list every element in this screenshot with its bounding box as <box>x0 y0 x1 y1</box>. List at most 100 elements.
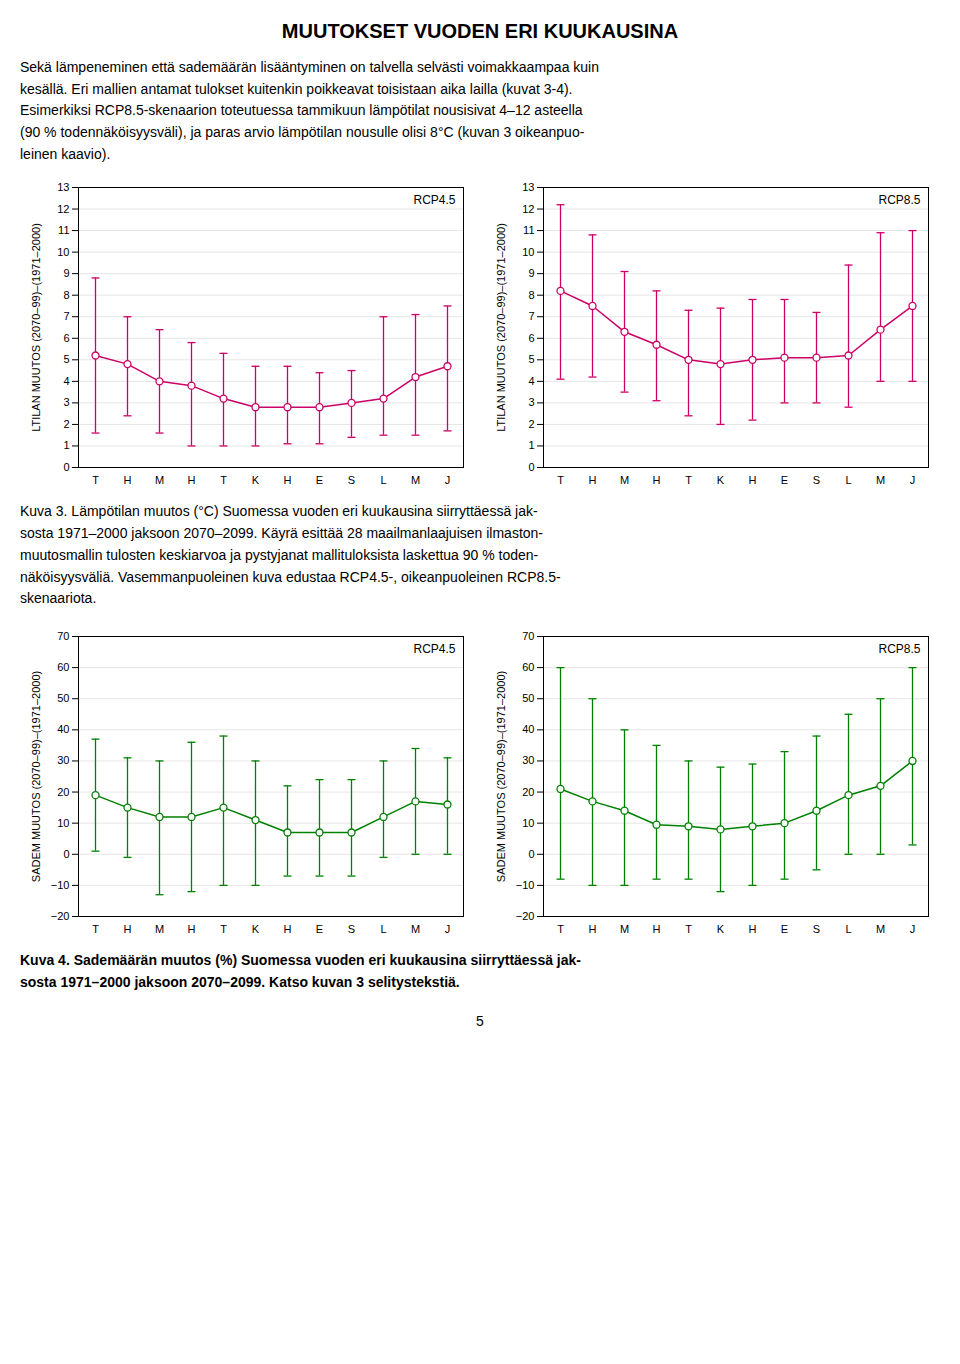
svg-text:K: K <box>717 475 725 487</box>
svg-text:13: 13 <box>57 181 69 193</box>
svg-text:−20: −20 <box>51 910 70 922</box>
svg-text:20: 20 <box>57 785 69 797</box>
svg-text:H: H <box>589 475 597 487</box>
svg-text:L: L <box>845 923 851 935</box>
svg-text:H: H <box>653 475 661 487</box>
svg-text:S: S <box>348 923 355 935</box>
svg-text:5: 5 <box>63 354 69 366</box>
svg-text:M: M <box>411 923 420 935</box>
svg-text:SADEM MUUTOS (2070–99)–(1971–2: SADEM MUUTOS (2070–99)–(1971–2000) <box>30 671 42 882</box>
svg-text:8: 8 <box>528 289 534 301</box>
svg-text:30: 30 <box>57 754 69 766</box>
svg-text:4: 4 <box>528 375 534 387</box>
svg-text:40: 40 <box>522 723 534 735</box>
svg-text:3: 3 <box>63 397 69 409</box>
svg-text:H: H <box>124 923 132 935</box>
svg-text:L: L <box>845 475 851 487</box>
svg-text:T: T <box>685 923 692 935</box>
svg-text:M: M <box>620 475 629 487</box>
svg-text:0: 0 <box>528 461 534 473</box>
svg-text:70: 70 <box>57 630 69 642</box>
svg-text:S: S <box>813 475 820 487</box>
svg-text:10: 10 <box>57 817 69 829</box>
svg-text:60: 60 <box>522 661 534 673</box>
svg-text:E: E <box>316 475 323 487</box>
svg-text:9: 9 <box>63 268 69 280</box>
svg-text:0: 0 <box>63 461 69 473</box>
svg-text:1: 1 <box>63 440 69 452</box>
svg-text:2: 2 <box>528 418 534 430</box>
svg-text:H: H <box>124 475 132 487</box>
svg-text:M: M <box>155 923 164 935</box>
svg-text:−10: −10 <box>51 879 70 891</box>
svg-text:T: T <box>220 923 227 935</box>
svg-text:J: J <box>445 475 451 487</box>
svg-text:8: 8 <box>63 289 69 301</box>
svg-text:T: T <box>685 475 692 487</box>
svg-text:SADEM MUUTOS (2070–99)–(1971–2: SADEM MUUTOS (2070–99)–(1971–2000) <box>495 671 507 882</box>
svg-text:T: T <box>92 923 99 935</box>
svg-text:H: H <box>284 923 292 935</box>
svg-text:S: S <box>813 923 820 935</box>
svg-text:3: 3 <box>528 397 534 409</box>
svg-text:M: M <box>155 475 164 487</box>
svg-text:40: 40 <box>57 723 69 735</box>
svg-text:E: E <box>781 475 788 487</box>
svg-text:20: 20 <box>522 785 534 797</box>
svg-text:7: 7 <box>528 311 534 323</box>
svg-text:H: H <box>589 923 597 935</box>
svg-text:70: 70 <box>522 630 534 642</box>
svg-text:H: H <box>188 475 196 487</box>
svg-text:M: M <box>876 475 885 487</box>
svg-text:7: 7 <box>63 311 69 323</box>
svg-text:J: J <box>445 923 451 935</box>
svg-text:T: T <box>557 475 564 487</box>
svg-text:L: L <box>380 475 386 487</box>
svg-text:RCP4.5: RCP4.5 <box>413 642 455 656</box>
svg-text:K: K <box>717 923 725 935</box>
svg-text:M: M <box>620 923 629 935</box>
svg-text:RCP4.5: RCP4.5 <box>413 193 455 207</box>
svg-text:J: J <box>910 923 916 935</box>
svg-text:L: L <box>380 923 386 935</box>
svg-text:0: 0 <box>528 848 534 860</box>
svg-text:RCP8.5: RCP8.5 <box>878 642 920 656</box>
svg-text:H: H <box>653 923 661 935</box>
svg-text:S: S <box>348 475 355 487</box>
svg-text:50: 50 <box>57 692 69 704</box>
svg-text:LTILAN MUUTOS (2070–99)–(1971–: LTILAN MUUTOS (2070–99)–(1971–2000) <box>30 224 42 433</box>
svg-text:H: H <box>188 923 196 935</box>
svg-text:M: M <box>876 923 885 935</box>
svg-text:T: T <box>220 475 227 487</box>
svg-text:1: 1 <box>528 440 534 452</box>
svg-text:RCP8.5: RCP8.5 <box>878 193 920 207</box>
svg-text:K: K <box>252 923 260 935</box>
svg-text:H: H <box>749 923 757 935</box>
svg-text:T: T <box>557 923 564 935</box>
svg-text:2: 2 <box>63 418 69 430</box>
svg-text:10: 10 <box>522 817 534 829</box>
svg-text:13: 13 <box>522 181 534 193</box>
svg-text:0: 0 <box>63 848 69 860</box>
svg-text:5: 5 <box>528 354 534 366</box>
svg-text:H: H <box>284 475 292 487</box>
svg-text:E: E <box>316 923 323 935</box>
svg-text:10: 10 <box>522 246 534 258</box>
svg-text:12: 12 <box>522 203 534 215</box>
svg-text:60: 60 <box>57 661 69 673</box>
svg-text:4: 4 <box>63 375 69 387</box>
svg-text:11: 11 <box>523 225 534 237</box>
svg-text:LTILAN MUUTOS (2070–99)–(1971–: LTILAN MUUTOS (2070–99)–(1971–2000) <box>495 224 507 433</box>
svg-text:6: 6 <box>63 332 69 344</box>
svg-text:T: T <box>92 475 99 487</box>
svg-text:6: 6 <box>528 332 534 344</box>
svg-text:J: J <box>910 475 916 487</box>
svg-text:12: 12 <box>57 203 69 215</box>
svg-text:−10: −10 <box>516 879 535 891</box>
svg-text:50: 50 <box>522 692 534 704</box>
svg-text:M: M <box>411 475 420 487</box>
svg-text:K: K <box>252 475 260 487</box>
svg-text:11: 11 <box>58 225 69 237</box>
svg-text:−20: −20 <box>516 910 535 922</box>
svg-text:10: 10 <box>57 246 69 258</box>
